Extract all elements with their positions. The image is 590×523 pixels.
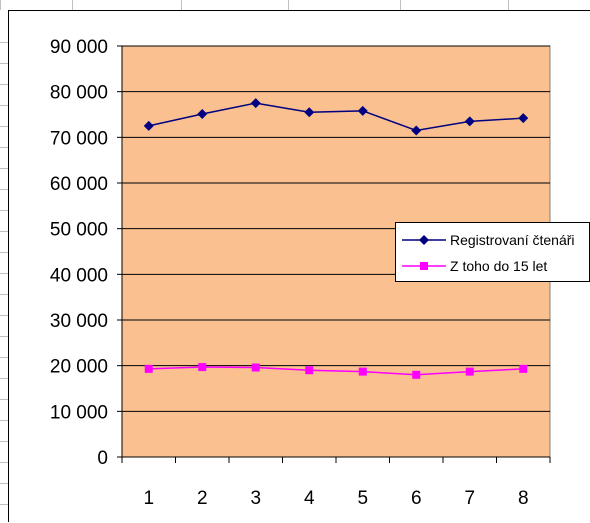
y-tick-label: 60 000	[50, 174, 108, 195]
data-point-series-1	[518, 113, 529, 124]
legend: Registrovaní čtenáři Z toho do 15 let	[395, 222, 590, 282]
data-point-series-1	[143, 120, 154, 131]
series-line-2	[148, 366, 524, 376]
legend-label-series-1: Registrovaní čtenáři	[450, 232, 575, 248]
legend-swatch-2	[402, 262, 446, 270]
legend-item-series-1: Registrovaní čtenáři	[396, 229, 575, 251]
line-chart: 0 10 000 20 000 30 000 40 000 50 000 60 000 70 …	[50, 37, 551, 509]
legend-label-series-2: Z toho do 15 let	[450, 258, 548, 274]
x-tick-label: 5	[357, 488, 368, 509]
y-tick-label: 10 000	[50, 402, 108, 423]
data-point-series-2	[251, 363, 260, 372]
x-tick-label: 6	[411, 488, 422, 509]
data-point-series-1	[411, 125, 422, 136]
x-tick-label: 4	[304, 488, 315, 509]
data-point-series-2	[519, 364, 528, 373]
data-point-series-1	[197, 109, 208, 120]
series-line-1	[148, 102, 524, 132]
y-tick-label: 0	[97, 448, 108, 469]
data-point-series-2	[305, 366, 314, 375]
x-tick-label: 8	[518, 488, 529, 509]
y-tick-label: 20 000	[50, 357, 108, 378]
legend-swatch-1	[402, 235, 446, 245]
x-tick-label: 3	[250, 488, 261, 509]
data-point-series-2	[465, 367, 474, 376]
data-point-series-1	[357, 105, 368, 116]
y-tick-label: 90 000	[50, 37, 108, 58]
data-point-series-2	[412, 370, 421, 379]
data-point-series-2	[198, 363, 207, 372]
y-tick-label: 50 000	[50, 220, 108, 241]
data-point-series-1	[304, 107, 315, 118]
y-tick-label: 30 000	[50, 311, 108, 332]
x-tick-label: 7	[464, 488, 475, 509]
data-point-series-1	[464, 116, 475, 127]
data-point-series-1	[250, 98, 261, 109]
data-point-series-2	[358, 367, 367, 376]
x-tick-label: 2	[197, 488, 208, 509]
y-tick-label: 40 000	[50, 265, 108, 286]
y-tick-label: 70 000	[50, 128, 108, 149]
legend-item-series-2: Z toho do 15 let	[396, 255, 547, 277]
data-point-series-2	[144, 364, 153, 373]
y-tick-label: 80 000	[50, 83, 108, 104]
x-tick-label: 1	[143, 488, 154, 509]
